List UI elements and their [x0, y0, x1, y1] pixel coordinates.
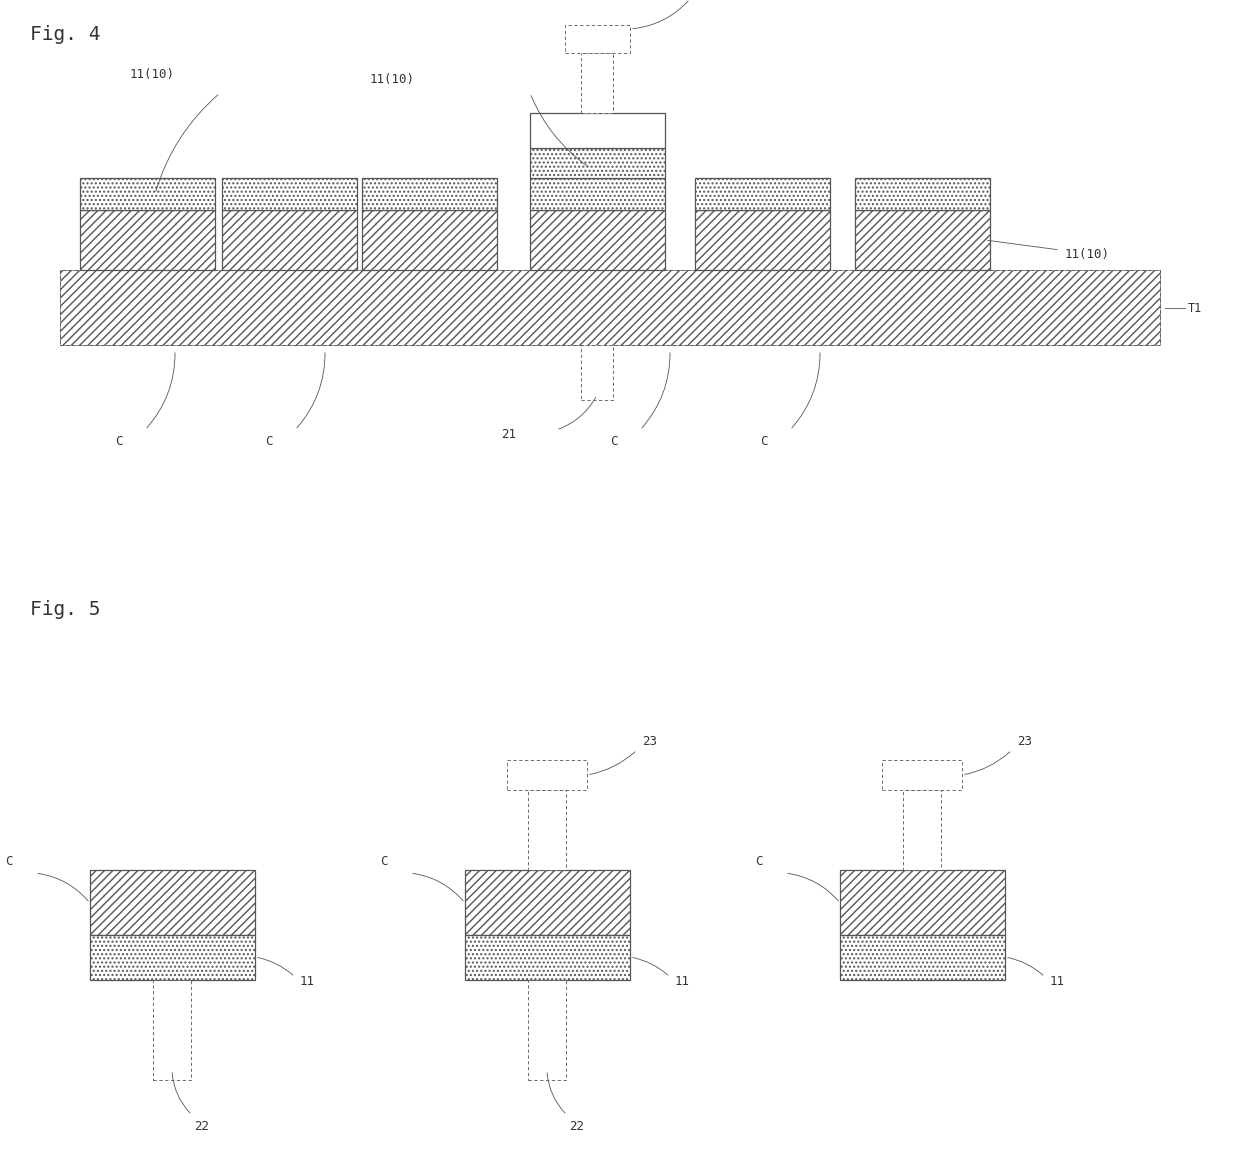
- Bar: [60, 270, 1159, 345]
- Bar: [856, 178, 990, 210]
- Bar: [839, 935, 1004, 980]
- Text: 23: 23: [642, 735, 657, 748]
- Text: Fig. 4: Fig. 4: [30, 25, 100, 44]
- Bar: [856, 210, 990, 270]
- Bar: [222, 178, 357, 210]
- Text: 11: 11: [1050, 975, 1065, 988]
- Bar: [694, 178, 830, 210]
- Bar: [839, 871, 1004, 935]
- Text: 23: 23: [1017, 735, 1032, 748]
- Bar: [91, 871, 255, 935]
- Text: C: C: [5, 854, 12, 868]
- Bar: [529, 148, 665, 178]
- Text: 22: 22: [569, 1120, 584, 1133]
- Bar: [222, 210, 357, 270]
- Text: T1: T1: [1188, 301, 1203, 314]
- Text: 11: 11: [675, 975, 689, 988]
- Bar: [153, 980, 191, 1080]
- Bar: [465, 871, 630, 935]
- Bar: [529, 178, 665, 210]
- Bar: [91, 935, 255, 980]
- Bar: [694, 210, 830, 270]
- Bar: [903, 790, 941, 871]
- Bar: [465, 935, 630, 980]
- Bar: [839, 871, 1004, 935]
- Bar: [91, 871, 255, 935]
- Text: 11(10): 11(10): [130, 68, 175, 80]
- Bar: [529, 148, 665, 178]
- Text: C: C: [115, 435, 123, 448]
- Bar: [507, 760, 587, 790]
- Text: C: C: [610, 435, 618, 448]
- Bar: [222, 210, 357, 270]
- Bar: [529, 210, 665, 270]
- Text: 21: 21: [501, 428, 516, 440]
- Bar: [362, 210, 497, 270]
- Bar: [582, 345, 613, 400]
- Text: Fig. 5: Fig. 5: [30, 600, 100, 619]
- Bar: [222, 178, 357, 210]
- Bar: [60, 270, 1159, 345]
- Bar: [856, 178, 990, 210]
- Bar: [565, 25, 630, 53]
- Bar: [91, 935, 255, 980]
- Bar: [856, 210, 990, 270]
- Bar: [465, 935, 630, 980]
- Bar: [839, 935, 1004, 980]
- Text: 11(10): 11(10): [1065, 248, 1110, 261]
- Bar: [529, 178, 665, 210]
- Bar: [529, 113, 665, 148]
- Bar: [694, 178, 830, 210]
- Bar: [81, 210, 215, 270]
- Bar: [528, 790, 565, 871]
- Text: C: C: [755, 854, 763, 868]
- Bar: [81, 210, 215, 270]
- Bar: [882, 760, 962, 790]
- Bar: [81, 178, 215, 210]
- Text: C: C: [379, 854, 387, 868]
- Text: 11: 11: [300, 975, 315, 988]
- Bar: [694, 210, 830, 270]
- Bar: [362, 178, 497, 210]
- Bar: [582, 53, 613, 113]
- Bar: [362, 178, 497, 210]
- Bar: [81, 178, 215, 210]
- Bar: [362, 210, 497, 270]
- Text: C: C: [265, 435, 273, 448]
- Text: 11(10): 11(10): [370, 72, 415, 86]
- Bar: [465, 871, 630, 935]
- Bar: [528, 980, 565, 1080]
- Bar: [529, 210, 665, 270]
- Text: 22: 22: [193, 1120, 210, 1133]
- Text: C: C: [760, 435, 768, 448]
